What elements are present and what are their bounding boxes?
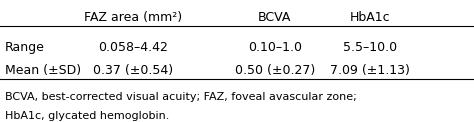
Text: Range: Range — [5, 41, 45, 54]
Text: 5.5–10.0: 5.5–10.0 — [343, 41, 397, 54]
Text: 0.10–1.0: 0.10–1.0 — [248, 41, 302, 54]
Text: Mean (±SD): Mean (±SD) — [5, 64, 81, 76]
Text: BCVA, best-corrected visual acuity; FAZ, foveal avascular zone;: BCVA, best-corrected visual acuity; FAZ,… — [5, 92, 356, 102]
Text: 0.058–4.42: 0.058–4.42 — [98, 41, 168, 54]
Text: 7.09 (±1.13): 7.09 (±1.13) — [330, 64, 410, 76]
Text: HbA1c, glycated hemoglobin.: HbA1c, glycated hemoglobin. — [5, 111, 169, 121]
Text: 0.37 (±0.54): 0.37 (±0.54) — [92, 64, 173, 76]
Text: HbA1c: HbA1c — [349, 11, 390, 24]
Text: 0.50 (±0.27): 0.50 (±0.27) — [235, 64, 315, 76]
Text: FAZ area (mm²): FAZ area (mm²) — [83, 11, 182, 24]
Text: BCVA: BCVA — [258, 11, 292, 24]
